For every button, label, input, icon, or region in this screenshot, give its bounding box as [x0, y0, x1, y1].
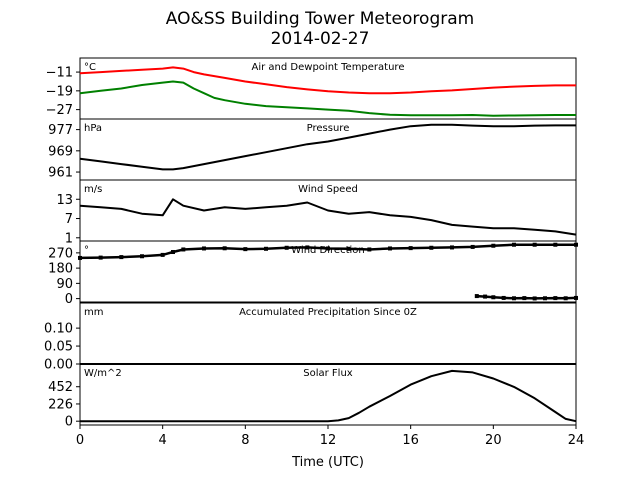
series-line — [79, 198, 577, 236]
y-tick-label: 977 — [48, 123, 73, 138]
x-tick-label: 8 — [241, 433, 249, 448]
y-tick-label: 0.00 — [44, 358, 73, 373]
y-tick-label: −11 — [46, 66, 73, 81]
figure-title: AO&SS Building Tower Meteorogram — [166, 9, 474, 29]
x-tick-label: 24 — [568, 433, 585, 448]
y-tick-label: 969 — [48, 144, 73, 159]
x-axis-label: Time (UTC) — [291, 455, 364, 470]
panel-unit: W/m^2 — [84, 368, 122, 379]
y-tick-label: 0.05 — [44, 340, 73, 355]
y-tick-label: 1 — [65, 231, 73, 246]
panel-title: Air and Dewpoint Temperature — [252, 62, 405, 73]
y-tick-label: 13 — [56, 193, 73, 208]
panel-1: 977 969 961 hPa Pressure — [48, 118, 577, 181]
panel-unit: mm — [84, 307, 103, 318]
series-line — [80, 369, 577, 423]
panel-5: 452 226 0 W/m^2 Solar Flux — [48, 363, 577, 430]
panel-title: Accumulated Precipitation Since 0Z — [239, 307, 417, 318]
y-tick-label: 226 — [48, 397, 73, 412]
y-tick-label: 270 — [48, 246, 73, 261]
panel-unit: m/s — [84, 184, 102, 195]
x-tick-label: 4 — [159, 433, 167, 448]
x-axis: 0 4 8 12 16 20 24 — [76, 425, 584, 448]
figure-subtitle: 2014-02-27 — [271, 29, 370, 49]
y-tick-label: 0.10 — [44, 322, 73, 337]
panels-group: −11 −19 −27 °C Air and Dewpoint Temperature 9… — [44, 57, 578, 430]
y-tick-label: 180 — [48, 262, 73, 277]
panel-4: 0.10 0.05 0.00 mm Accumulated Precipitation … — [44, 302, 577, 373]
series-line — [79, 123, 576, 171]
panel-unit: °C — [84, 62, 96, 73]
panel-0: −11 −19 −27 °C Air and Dewpoint Temperature — [46, 57, 577, 120]
panel-title: Solar Flux — [303, 368, 353, 379]
panel-unit: hPa — [84, 123, 102, 134]
y-tick-label: 0 — [65, 415, 73, 430]
series-point — [474, 294, 479, 299]
panel-title: Pressure — [307, 123, 350, 134]
y-tick-label: 7 — [65, 212, 73, 227]
x-tick-label: 16 — [402, 433, 419, 448]
series-line — [79, 243, 576, 260]
y-tick-label: −19 — [46, 84, 73, 99]
panel-unit: ° — [84, 245, 89, 256]
series-line — [79, 66, 576, 95]
y-tick-label: 961 — [48, 166, 73, 181]
series-line — [79, 80, 576, 117]
y-tick-label: −27 — [46, 103, 73, 118]
y-tick-label: 90 — [56, 277, 73, 292]
x-tick-label: 20 — [485, 433, 502, 448]
x-tick-label: 0 — [76, 433, 84, 448]
y-tick-label: 0 — [65, 292, 73, 307]
panel-2: 13 7 1 m/s Wind Speed — [56, 179, 577, 246]
series-line — [476, 294, 577, 300]
panel-title: Wind Speed — [298, 184, 358, 195]
series-point — [78, 255, 82, 260]
panel-frame — [79, 240, 577, 303]
y-tick-label: 452 — [48, 380, 73, 395]
x-tick-label: 12 — [320, 433, 337, 448]
panel-title: Wind Direction — [291, 245, 365, 256]
